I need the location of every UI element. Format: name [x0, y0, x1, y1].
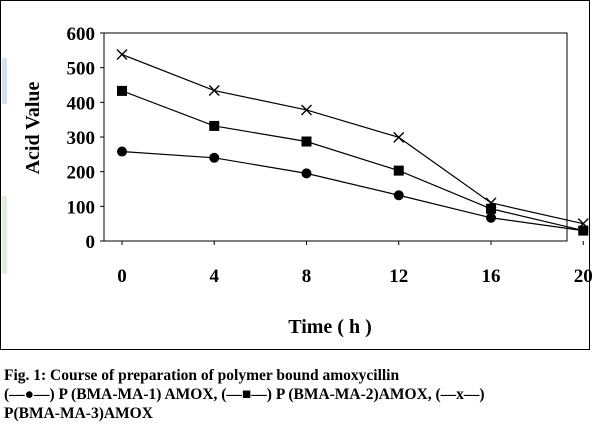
data-point-circle [486, 212, 496, 223]
y-axis-title: Acid Value [22, 81, 44, 174]
data-point-circle [209, 152, 220, 163]
data-point-x [393, 131, 405, 143]
caption-line-1: Fig. 1: Course of preparation of polymer… [4, 367, 400, 384]
series-line-x [121, 53, 584, 225]
caption-line-2: (—●—) P (BMA-MA-1) AMOX, (—■—) P (BMA-MA… [4, 386, 485, 403]
x-tick-label: 12 [389, 266, 408, 287]
y-tick-label: 300 [67, 128, 96, 149]
x-tick-label: 4 [210, 266, 220, 287]
data-point-square [393, 165, 404, 176]
x-tick-label: 8 [302, 266, 312, 287]
acid-value-chart: 0 100 200 300 400 500 600 0 4 8 12 16 20 Acid Value… [22, 24, 592, 338]
data-point-x [208, 85, 220, 97]
data-point-x [485, 197, 497, 209]
figure-frame [0, 0, 590, 350]
y-tick-label: 400 [67, 93, 96, 114]
series-line-square [121, 90, 584, 232]
figure-caption: Fig. 1: Course of preparation of polymer… [4, 366, 588, 423]
data-point-square [301, 136, 312, 147]
y-tick-label: 500 [67, 59, 96, 80]
x-tick-label: 16 [482, 266, 501, 287]
data-point-square [486, 203, 496, 214]
series-line-circle [121, 150, 584, 232]
series-square [117, 85, 589, 236]
left-edge-accent-green [2, 196, 7, 274]
data-point-circle [301, 168, 312, 179]
y-axis-ticks: 0 100 200 300 400 500 600 [67, 24, 104, 253]
y-tick-label: 0 [86, 232, 96, 253]
x-axis-title: Time ( h ) [288, 316, 372, 338]
caption-line-3: P(BMA-MA-3)AMOX [4, 405, 153, 422]
series-circle [117, 146, 589, 236]
y-tick-label: 100 [67, 197, 96, 218]
data-point-circle [393, 190, 404, 201]
data-point-circle [117, 146, 127, 157]
data-point-x [577, 218, 589, 230]
data-point-square [209, 120, 220, 131]
x-tick-label: 20 [574, 266, 592, 287]
data-point-square [578, 225, 589, 236]
y-tick-label: 600 [67, 24, 96, 45]
left-edge-accent-blue [2, 58, 7, 104]
x-tick-label: 0 [117, 266, 127, 287]
data-point-x [116, 48, 128, 60]
data-point-square [117, 85, 127, 96]
series-layer [116, 48, 589, 236]
y-tick-label: 200 [67, 163, 96, 184]
x-axis-ticks: 0 4 8 12 16 20 [117, 241, 592, 287]
series-x [116, 48, 589, 230]
data-point-x [301, 104, 312, 116]
